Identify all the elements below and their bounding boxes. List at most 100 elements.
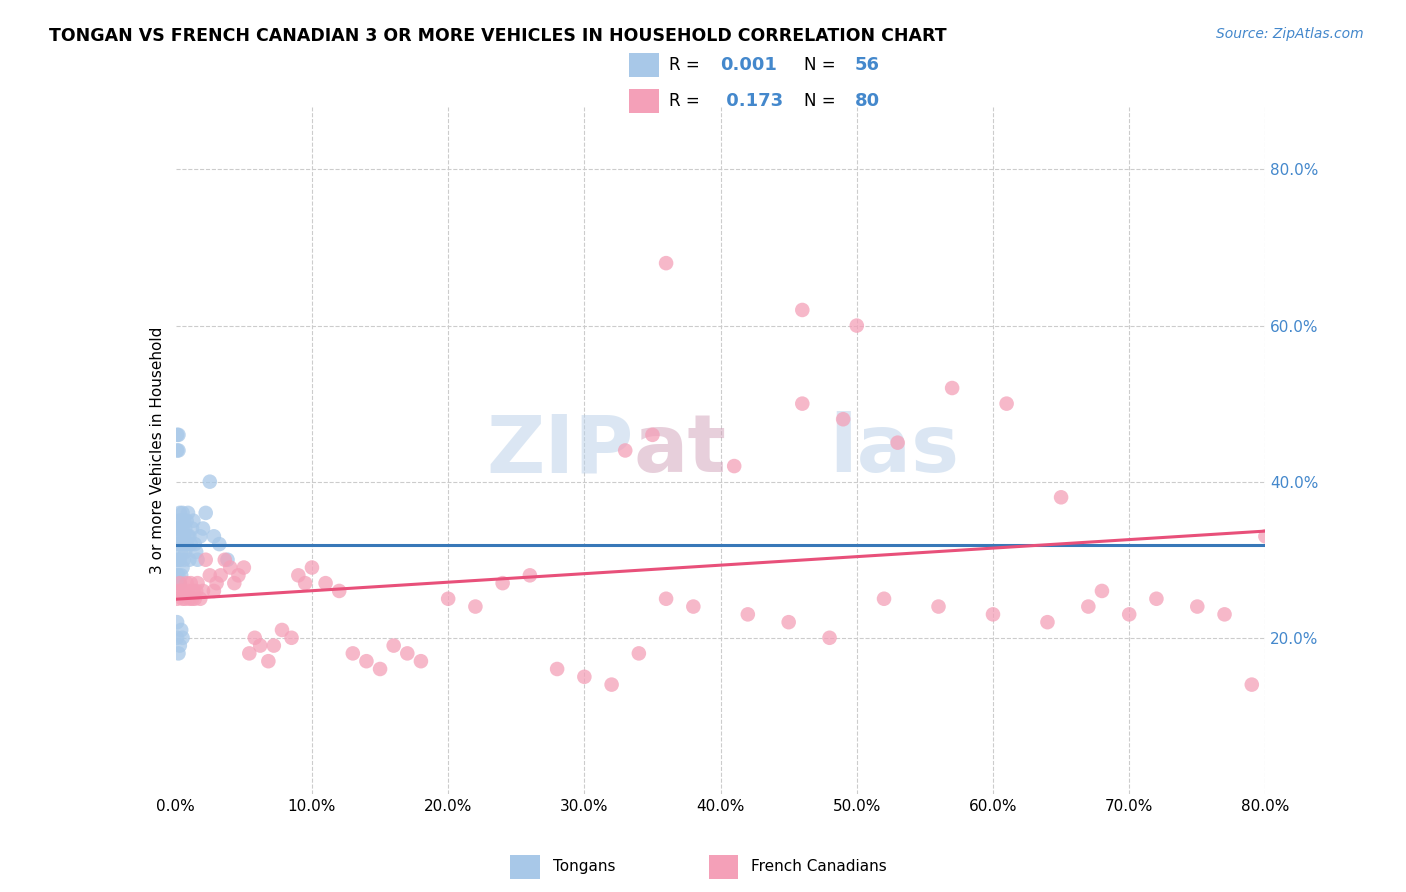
Point (492, 576, 515, 591)
Point (169, 576, 191, 591)
Point (209, 568, 232, 582)
Point (1254, 529, 1277, 543)
Point (174, 545, 197, 559)
Text: 0.173: 0.173 (720, 92, 783, 110)
Point (179, 552, 201, 567)
Point (238, 646, 260, 660)
Point (170, 529, 193, 543)
Point (217, 552, 239, 567)
Point (172, 560, 194, 574)
Point (886, 435, 908, 450)
Point (208, 537, 231, 551)
Point (519, 568, 541, 582)
Point (396, 646, 419, 660)
Text: TONGAN VS FRENCH CANADIAN 3 OR MORE VEHICLES IN HOUSEHOLD CORRELATION CHART: TONGAN VS FRENCH CANADIAN 3 OR MORE VEHI… (49, 27, 946, 45)
Point (172, 591, 194, 606)
Point (191, 583, 214, 598)
Point (1240, 678, 1263, 692)
Point (315, 576, 337, 591)
Point (169, 521, 191, 535)
Point (224, 576, 246, 591)
Point (169, 506, 191, 520)
Point (173, 529, 195, 543)
Point (574, 670, 596, 684)
Point (1036, 615, 1059, 630)
Point (198, 475, 221, 489)
Point (170, 568, 193, 582)
Text: ZIP: ZIP (486, 411, 633, 490)
Point (184, 591, 207, 606)
Point (173, 514, 195, 528)
Point (176, 537, 198, 551)
Point (194, 506, 217, 520)
Text: N =: N = (804, 56, 841, 74)
Y-axis label: 3 or more Vehicles in Household: 3 or more Vehicles in Household (149, 326, 165, 574)
Point (600, 678, 623, 692)
Point (249, 639, 271, 653)
Point (166, 615, 188, 630)
Point (614, 443, 637, 458)
Text: Source: ZipAtlas.com: Source: ZipAtlas.com (1216, 27, 1364, 41)
Point (682, 599, 704, 614)
Text: Tongans: Tongans (553, 859, 614, 873)
Point (172, 537, 194, 551)
Point (166, 576, 188, 591)
Point (464, 599, 486, 614)
Point (214, 552, 236, 567)
Point (198, 568, 221, 582)
Point (174, 591, 197, 606)
Point (176, 514, 198, 528)
Point (818, 631, 841, 645)
Point (723, 458, 745, 473)
Point (941, 381, 963, 395)
Point (271, 623, 294, 637)
Point (188, 529, 211, 543)
Point (873, 591, 896, 606)
Text: N =: N = (804, 92, 841, 110)
Point (179, 591, 201, 606)
Point (263, 639, 285, 653)
Point (176, 576, 198, 591)
Point (1187, 599, 1209, 614)
Text: 56: 56 (855, 56, 880, 74)
Point (177, 529, 200, 543)
Text: French Canadians: French Canadians (751, 859, 887, 873)
Point (167, 568, 190, 582)
Point (737, 607, 759, 622)
Point (170, 514, 193, 528)
Point (437, 591, 460, 606)
Point (170, 623, 193, 637)
Point (172, 521, 194, 535)
Point (177, 583, 200, 598)
Point (167, 646, 190, 660)
Point (243, 631, 266, 645)
Point (167, 552, 190, 567)
Point (166, 631, 188, 645)
Point (1118, 607, 1140, 622)
Point (294, 576, 316, 591)
Point (180, 537, 202, 551)
Point (172, 631, 194, 645)
Point (1050, 490, 1073, 504)
Point (287, 568, 309, 582)
FancyBboxPatch shape (628, 88, 659, 112)
Point (228, 568, 250, 582)
Text: R =: R = (669, 56, 706, 74)
Point (792, 302, 814, 317)
Point (188, 591, 211, 606)
Point (170, 583, 193, 598)
Point (1077, 599, 1099, 614)
FancyBboxPatch shape (510, 855, 540, 880)
Point (205, 576, 228, 591)
Point (167, 583, 190, 598)
Point (186, 545, 208, 559)
Text: las: las (830, 411, 960, 490)
Point (174, 521, 197, 535)
Point (301, 560, 323, 574)
Point (166, 537, 188, 551)
Point (232, 560, 254, 574)
Point (928, 599, 950, 614)
Point (169, 537, 191, 551)
Point (792, 396, 814, 410)
Point (356, 654, 378, 668)
